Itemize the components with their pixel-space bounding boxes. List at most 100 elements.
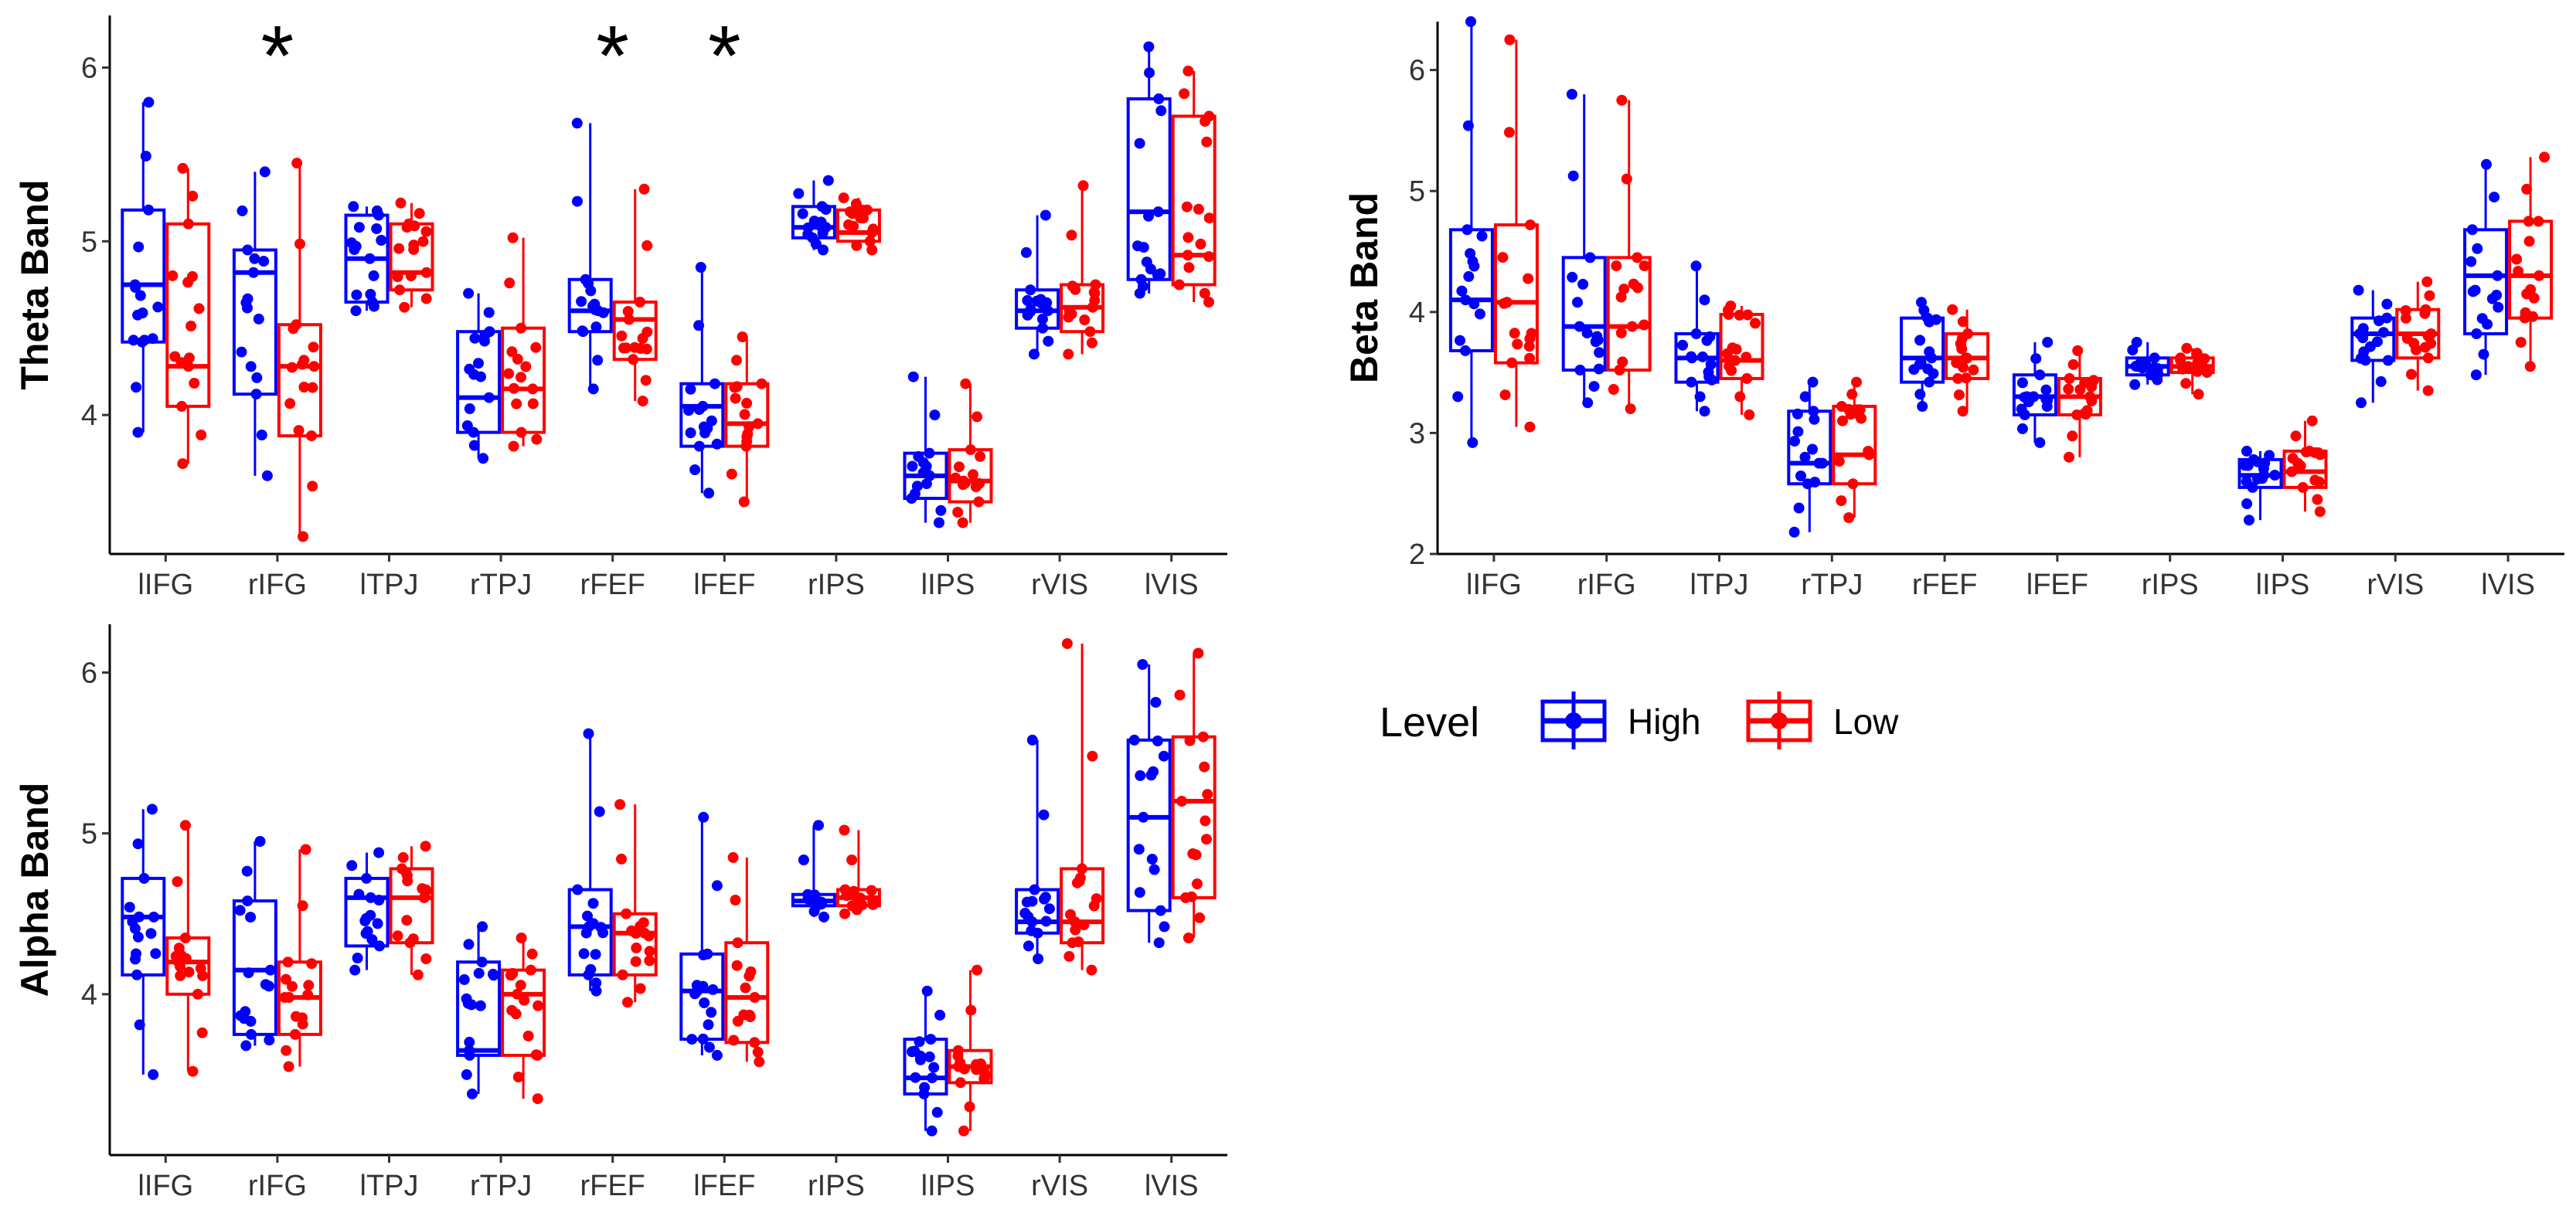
data-point <box>412 969 424 980</box>
data-point <box>952 1050 964 1062</box>
data-point <box>1795 471 1806 481</box>
data-point <box>283 1061 294 1072</box>
x-tick-label: rVIS <box>1031 569 1088 601</box>
data-point <box>820 204 832 216</box>
legend-key-high <box>1540 691 1607 749</box>
data-point <box>140 151 151 162</box>
y-tick-label: 6 <box>1409 55 1425 87</box>
data-point <box>798 855 809 865</box>
box-high-rIFG <box>232 166 277 481</box>
data-point <box>1465 16 1476 27</box>
data-point <box>1724 361 1735 372</box>
data-point <box>927 1072 938 1084</box>
data-point <box>2481 158 2492 170</box>
data-point <box>2400 305 2411 316</box>
data-point <box>1153 93 1165 104</box>
data-point <box>1706 374 1717 386</box>
data-point <box>1581 328 1593 339</box>
data-point <box>402 875 413 887</box>
y-tick-label: 6 <box>81 657 97 689</box>
data-point <box>582 910 593 922</box>
data-point <box>685 383 696 395</box>
data-point <box>1155 268 1166 280</box>
data-point <box>360 928 372 939</box>
box-low-lIFG <box>1493 34 1539 433</box>
data-point <box>2489 192 2500 203</box>
data-point <box>2067 358 2079 370</box>
data-point <box>172 876 183 888</box>
data-point <box>2406 369 2417 380</box>
box-low-rFEF <box>612 799 658 1008</box>
data-point <box>808 906 820 917</box>
data-point <box>2241 498 2253 509</box>
data-point <box>641 343 652 355</box>
data-point <box>1152 736 1163 746</box>
data-point <box>1789 436 1800 447</box>
data-point <box>699 997 710 1008</box>
data-point <box>1181 201 1193 212</box>
data-point <box>1143 41 1155 53</box>
data-point <box>359 915 371 926</box>
data-point <box>864 236 876 247</box>
data-point <box>1192 878 1203 889</box>
data-point <box>644 946 655 957</box>
data-point <box>483 392 495 403</box>
data-point <box>393 243 405 254</box>
data-point <box>525 964 536 976</box>
data-point <box>2411 344 2421 355</box>
data-point <box>176 400 188 412</box>
data-point <box>614 799 626 810</box>
data-point <box>1173 279 1185 291</box>
data-point <box>249 253 260 264</box>
data-point <box>124 902 135 913</box>
box-iqr <box>456 330 502 434</box>
data-point <box>483 307 495 318</box>
data-point <box>175 960 185 972</box>
data-point <box>1591 331 1603 342</box>
data-point <box>1924 376 1935 388</box>
data-point <box>711 880 723 892</box>
data-point <box>2470 369 2482 381</box>
data-point <box>749 1037 761 1048</box>
data-point <box>240 297 252 308</box>
data-point <box>693 440 705 452</box>
data-point <box>970 481 982 493</box>
data-point <box>1195 238 1206 250</box>
box-iqr <box>121 876 166 977</box>
data-point <box>1153 937 1165 949</box>
data-point <box>1742 309 1754 321</box>
data-point <box>1512 338 1523 350</box>
data-point <box>1086 337 1097 348</box>
data-point <box>2183 361 2194 372</box>
data-point <box>1203 212 1215 224</box>
data-point <box>622 997 633 1008</box>
data-point <box>1833 455 1845 467</box>
x-tick-label: rIPS <box>2142 569 2199 601</box>
data-point <box>1799 391 1811 403</box>
data-point <box>1462 120 1474 131</box>
data-point <box>740 982 751 994</box>
data-point <box>571 117 583 129</box>
data-point <box>130 282 141 294</box>
data-point <box>512 1072 524 1082</box>
data-point <box>2478 348 2489 360</box>
box-iqr <box>1606 256 1652 372</box>
box-low-lVIS <box>2508 151 2554 372</box>
data-point <box>1843 403 1854 415</box>
data-point <box>855 212 866 224</box>
box-low-lVIS <box>1171 65 1217 308</box>
data-point <box>846 855 858 865</box>
data-point <box>2513 266 2524 277</box>
data-point <box>644 955 655 967</box>
data-point <box>957 517 968 528</box>
data-point <box>695 262 706 273</box>
data-point <box>683 405 695 416</box>
data-point <box>408 243 420 255</box>
data-point <box>954 461 965 473</box>
data-point <box>1174 689 1186 701</box>
y-tick-label: 5 <box>81 818 97 851</box>
data-point <box>851 240 863 251</box>
data-point <box>1468 260 1480 272</box>
data-point <box>1077 863 1087 875</box>
data-point <box>2064 372 2075 384</box>
